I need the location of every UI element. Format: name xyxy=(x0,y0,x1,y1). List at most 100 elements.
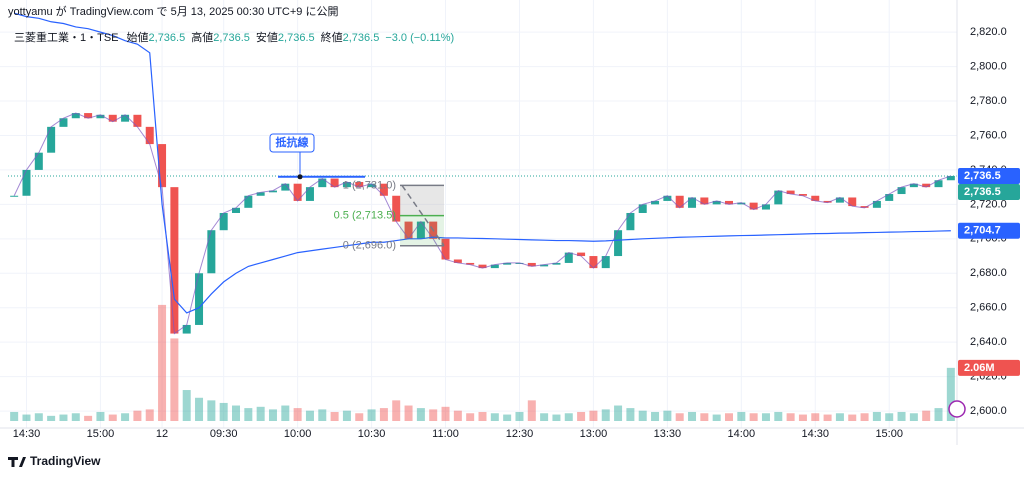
volume-bar xyxy=(59,414,68,421)
candle xyxy=(71,113,80,119)
vwap-line xyxy=(14,12,951,314)
candle xyxy=(909,183,918,188)
volume-bar xyxy=(638,410,647,421)
candle xyxy=(379,183,388,196)
candle xyxy=(355,181,364,188)
ohlc-label: 始値 xyxy=(127,30,149,44)
volume-bar xyxy=(700,413,709,421)
x-tick-label: 12 xyxy=(156,428,168,440)
candle xyxy=(232,207,241,213)
y-tick-label: 2,680.0 xyxy=(970,267,1007,279)
volume-bar xyxy=(811,413,820,421)
volume-bar xyxy=(318,409,327,421)
candle xyxy=(503,262,512,265)
volume-badge xyxy=(958,359,1020,376)
candle xyxy=(182,324,191,334)
candle xyxy=(416,221,425,239)
logo-mark xyxy=(8,457,26,467)
volume-bar xyxy=(589,410,598,421)
volume-bar xyxy=(564,413,573,421)
volume-bar xyxy=(207,400,216,421)
candle xyxy=(96,114,105,119)
resistance-anchor xyxy=(297,174,303,180)
candle xyxy=(626,212,635,231)
volume-bar xyxy=(441,406,450,421)
candle xyxy=(195,273,204,325)
candle xyxy=(540,264,549,267)
volume-bar xyxy=(10,411,19,421)
volume-bar xyxy=(540,413,549,421)
volume-bar xyxy=(490,413,499,421)
ohlc-value: 2,736.5 xyxy=(149,32,186,44)
candle xyxy=(823,200,832,203)
volume-bar xyxy=(651,411,660,421)
candle xyxy=(589,256,598,269)
legend-title: 三菱重工業・1・TSE xyxy=(14,30,119,44)
volume-bar xyxy=(416,408,425,421)
candle xyxy=(22,169,31,196)
candle xyxy=(342,181,351,188)
candle xyxy=(293,183,302,201)
candle xyxy=(133,114,142,127)
x-tick-label: 13:00 xyxy=(580,428,608,440)
volume-bar xyxy=(145,409,154,421)
volume-bar xyxy=(158,304,167,421)
volume-bar xyxy=(663,410,672,421)
fib-label: 1 (2,731.0) xyxy=(343,179,396,191)
x-tick-label: 14:30 xyxy=(802,428,830,440)
candle xyxy=(392,195,401,222)
volume-bar xyxy=(934,408,943,421)
candle xyxy=(897,187,906,195)
volume-bar xyxy=(71,413,80,421)
volume-bar xyxy=(268,409,277,421)
fib-zone-lower xyxy=(400,215,444,246)
price-badge-label: 2,736.5 xyxy=(964,186,1001,198)
volume-bar xyxy=(84,415,93,421)
price-badge xyxy=(958,183,1020,200)
y-tick-label: 2,720.0 xyxy=(970,198,1007,210)
candle xyxy=(121,114,130,122)
candle xyxy=(158,144,167,188)
volume-bar xyxy=(761,413,770,421)
price-line xyxy=(13,112,952,335)
candle xyxy=(84,113,93,119)
volume-bar xyxy=(466,413,475,421)
candle xyxy=(244,195,253,208)
candle xyxy=(848,197,857,207)
volume-bar xyxy=(675,413,684,421)
x-tick-label: 12:30 xyxy=(506,428,534,440)
volume-bar xyxy=(429,409,438,421)
volume-bar xyxy=(108,414,117,421)
candle xyxy=(577,252,586,257)
volume-bar xyxy=(786,413,795,421)
x-tick-label: 10:00 xyxy=(284,428,312,440)
candle xyxy=(552,262,561,265)
candle xyxy=(564,252,573,263)
volume-bar xyxy=(404,405,413,421)
candle xyxy=(922,183,931,188)
volume-bar xyxy=(503,414,512,421)
volume-bar xyxy=(342,410,351,421)
candle xyxy=(47,126,56,153)
volume-bar xyxy=(885,413,894,421)
fib-label: 0.5 (2,713.5) xyxy=(334,209,396,221)
candle xyxy=(675,195,684,208)
candle xyxy=(145,126,154,145)
volume-bar xyxy=(848,414,857,421)
fib-zone-upper xyxy=(400,185,444,216)
volume-bar xyxy=(392,400,401,421)
volume-bar xyxy=(305,410,314,421)
y-tick-label: 2,800.0 xyxy=(970,60,1007,72)
candle xyxy=(811,195,820,201)
volume-bar xyxy=(614,405,623,421)
volume-bar xyxy=(835,413,844,421)
candle xyxy=(663,195,672,201)
volume-bar xyxy=(281,405,290,421)
candle xyxy=(786,190,795,195)
volume-bar xyxy=(121,413,130,421)
candle xyxy=(700,197,709,205)
candle xyxy=(10,195,19,197)
candle xyxy=(724,200,733,205)
candle xyxy=(774,190,783,205)
resistance-box xyxy=(269,133,315,153)
